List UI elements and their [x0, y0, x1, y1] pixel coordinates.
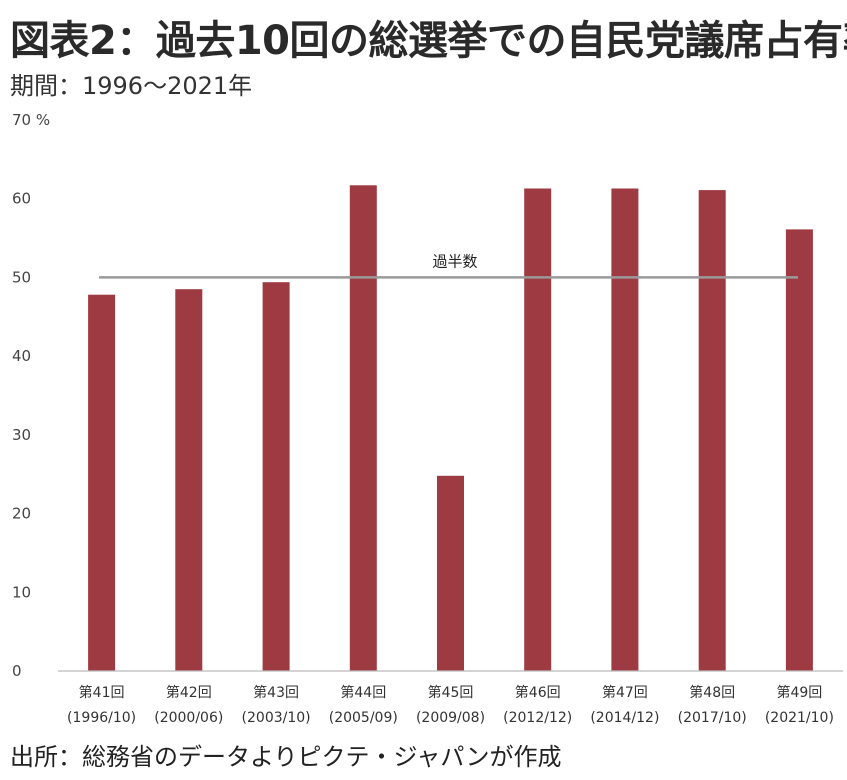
x-tick-label-round: 第47回 [602, 684, 648, 701]
y-tick-label: 10 [12, 583, 31, 601]
x-tick-label-date: (2003/10) [242, 710, 311, 726]
chart-subtitle: 期間：1996～2021年 [10, 72, 253, 100]
y-tick-label: 50 [12, 268, 31, 286]
x-tick-label-round: 第44回 [340, 684, 386, 701]
x-tick-label-round: 第49回 [776, 684, 822, 701]
x-tick-label-date: (2017/10) [678, 710, 747, 726]
bar [349, 185, 377, 672]
y-axis: 0 10 20 30 40 50 60 70 % [12, 111, 50, 680]
y-tick-label: 60 [12, 190, 31, 208]
x-tick-label-date: (2012/12) [503, 710, 572, 726]
x-tick-label-round: 第48回 [689, 684, 735, 701]
bar [175, 289, 203, 671]
bar [524, 188, 552, 671]
x-tick-label-date: (1996/10) [67, 710, 136, 726]
x-tick-label-round: 第42回 [166, 684, 212, 701]
bar [611, 188, 639, 671]
x-tick-label-round: 第41回 [79, 684, 125, 701]
bar [262, 282, 290, 671]
y-tick-label: 20 [12, 505, 31, 523]
x-tick-label-date: (2014/12) [590, 710, 659, 726]
bar [88, 294, 116, 671]
x-tick-label-date: (2021/10) [765, 710, 834, 726]
x-tick-label-date: (2009/08) [416, 710, 485, 726]
x-tick-label-round: 第43回 [253, 684, 299, 701]
source-note: 出所：総務省のデータよりピクテ・ジャパンが作成 [10, 743, 562, 771]
x-tick-label-date: (2005/09) [329, 710, 398, 726]
bar-chart: 0 10 20 30 40 50 60 70 % 過半数 第41回 (1996/10) 第42回 (… [12, 111, 843, 726]
bar [437, 475, 464, 671]
y-tick-label: 70 % [12, 111, 50, 129]
majority-line-label: 過半数 [432, 252, 477, 270]
x-tick-label-date: (2000/06) [154, 710, 223, 726]
reference-line-group: 過半数 [99, 252, 798, 279]
x-tick-label-round: 第46回 [515, 684, 561, 701]
y-tick-label: 40 [12, 347, 31, 365]
bar [698, 190, 726, 671]
bars-group [88, 185, 813, 672]
y-tick-label: 30 [12, 426, 31, 444]
bar [785, 229, 813, 671]
x-tick-label-round: 第45回 [428, 684, 474, 701]
chart-title: 図表2：過去10回の総選挙での自民党議席占有率 [10, 18, 847, 64]
x-axis: 第41回 (1996/10) 第42回 (2000/06) 第43回 (2003/10) 第… [58, 670, 843, 726]
y-tick-label: 0 [12, 662, 22, 680]
